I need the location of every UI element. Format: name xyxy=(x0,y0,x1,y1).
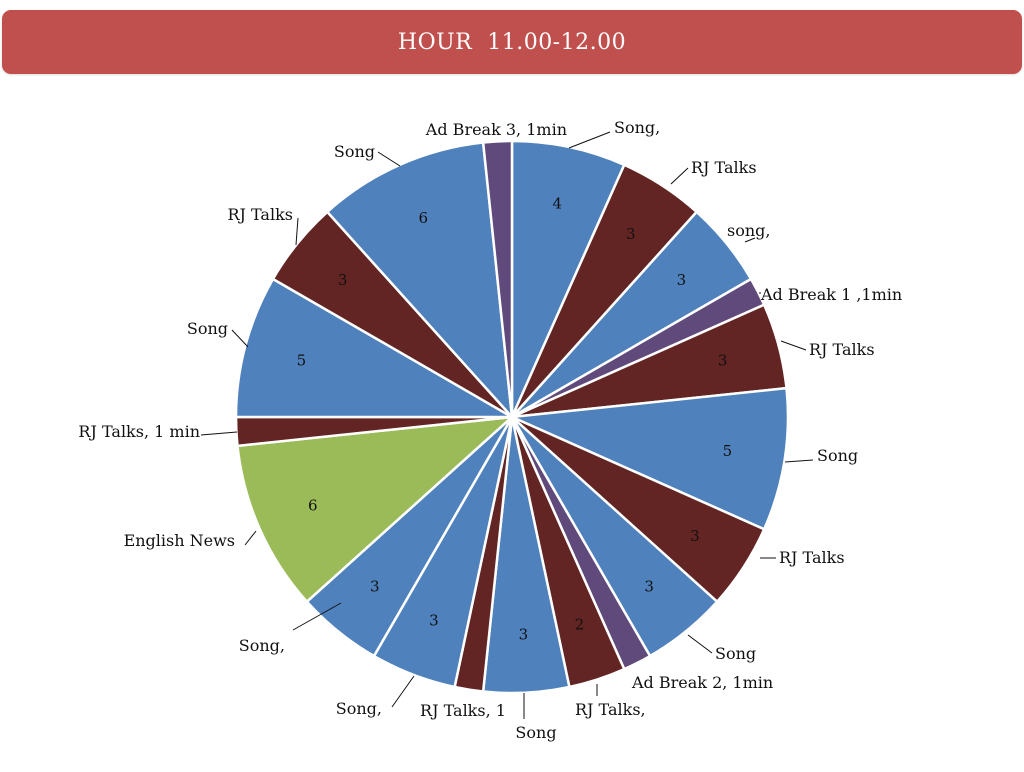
slice-value-label-5: 3 xyxy=(718,352,728,370)
slice-category-label-20: Ad Break 3, 1min xyxy=(425,120,567,139)
pie-category-labels: Song, RJ Talks song, Ad Break 1 ,1min RJ Tal… xyxy=(78,118,902,742)
slice-value-label-7: 3 xyxy=(690,527,700,545)
slice-value-label-3: 3 xyxy=(677,271,687,289)
leader-line-6 xyxy=(784,459,814,463)
leader-line-17 xyxy=(231,329,249,348)
pie-leader-lines xyxy=(200,131,814,719)
slice-value-label-2: 3 xyxy=(626,225,636,243)
slice-category-label-8: Song xyxy=(715,644,756,663)
leader-line-15 xyxy=(244,530,257,546)
slice-category-label-6: Song xyxy=(817,446,858,465)
slice-category-label-16: RJ Talks, 1 min xyxy=(78,422,200,441)
leader-line-1 xyxy=(568,131,611,149)
slice-category-label-12: RJ Talks, 1 xyxy=(420,701,506,720)
slice-value-label-10: 2 xyxy=(575,615,585,633)
slice-category-label-18: RJ Talks xyxy=(227,205,293,224)
pie-slice-15 xyxy=(236,415,514,603)
slice-category-label-9: Ad Break 2, 1min xyxy=(631,673,773,692)
slice-value-label-17: 5 xyxy=(297,352,307,370)
pie-slice-19 xyxy=(326,141,514,419)
slice-value-label-11: 3 xyxy=(519,626,529,644)
pie-slice-17 xyxy=(234,277,514,419)
pie-slices xyxy=(234,139,790,695)
slice-value-label-18: 3 xyxy=(338,271,348,289)
slice-category-label-2: RJ Talks xyxy=(691,158,757,177)
slice-category-label-17: Song xyxy=(187,319,228,338)
slice-category-label-19: Song xyxy=(334,142,375,161)
slice-category-label-3: song, xyxy=(727,221,770,240)
title-bar: HOUR 11.00-12.00 xyxy=(2,10,1022,74)
slice-value-label-15: 6 xyxy=(308,497,318,515)
slice-value-label-19: 6 xyxy=(419,209,429,227)
leader-line-3 xyxy=(744,237,756,243)
slice-value-label-1: 4 xyxy=(553,195,563,213)
leader-line-5 xyxy=(780,340,807,351)
pie-slice-6 xyxy=(510,386,790,531)
leader-line-2 xyxy=(670,167,689,185)
slice-category-label-7: RJ Talks xyxy=(779,548,845,567)
leader-line-19 xyxy=(377,151,401,167)
slice-value-label-14: 3 xyxy=(370,577,380,595)
leader-line-16 xyxy=(200,431,238,436)
slice-value-label-6: 5 xyxy=(723,442,733,460)
pie-slice-1 xyxy=(510,139,626,419)
pie-value-labels: 4 3 3 3 5 3 3 2 3 3 3 6 5 3 6 xyxy=(297,195,733,644)
slice-category-label-1: Song, xyxy=(614,118,660,137)
slice-value-label-13: 3 xyxy=(429,612,439,630)
slice-category-label-13: Song, xyxy=(336,699,382,718)
slice-category-label-5: RJ Talks xyxy=(809,340,875,359)
slice-category-label-15: English News xyxy=(124,531,235,550)
leader-line-8 xyxy=(687,634,713,654)
slice-category-label-4: Ad Break 1 ,1min xyxy=(760,285,902,304)
pie-slice-20 xyxy=(481,139,514,419)
leader-line-13 xyxy=(391,675,415,708)
slice-category-label-11: Song xyxy=(515,723,556,742)
chart-title: HOUR 11.00-12.00 xyxy=(397,29,627,55)
slice-category-label-14: Song, xyxy=(239,636,285,655)
slice-value-label-8: 3 xyxy=(644,577,654,595)
slice-category-label-10: RJ Talks, xyxy=(575,700,646,719)
leader-line-18 xyxy=(295,217,299,246)
leader-line-14 xyxy=(292,602,342,631)
